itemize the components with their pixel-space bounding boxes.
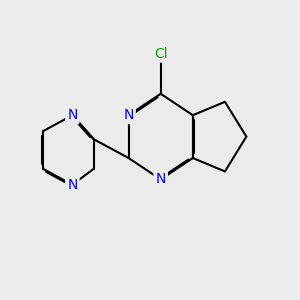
Text: N: N (67, 108, 78, 122)
Text: N: N (67, 178, 78, 192)
Text: N: N (123, 108, 134, 122)
Text: N: N (155, 172, 166, 186)
Text: Cl: Cl (154, 46, 167, 61)
